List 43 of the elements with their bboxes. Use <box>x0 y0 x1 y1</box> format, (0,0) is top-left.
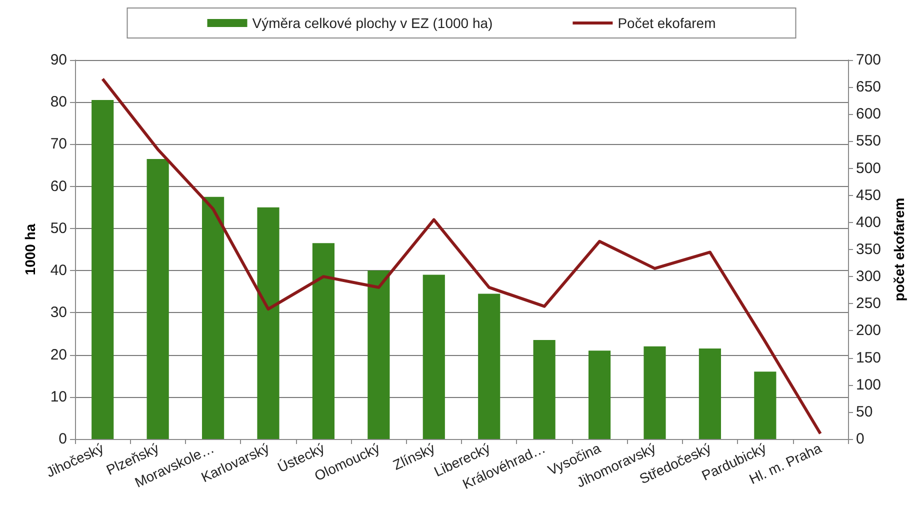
y-tick-label: 40 <box>50 262 67 280</box>
y2-tick-label: 650 <box>856 78 882 96</box>
y2-tick-label: 400 <box>856 214 882 231</box>
y2-tick-label: 450 <box>856 186 882 204</box>
y-tick-label: 50 <box>50 220 67 237</box>
bar <box>202 196 224 439</box>
y-tick-label: 10 <box>50 388 67 406</box>
bar <box>368 270 390 439</box>
bar <box>644 346 666 439</box>
bar <box>698 348 722 439</box>
y2-tick-label: 0 <box>856 430 864 448</box>
bar <box>588 350 611 439</box>
y2-tick-label: 300 <box>856 268 882 286</box>
bar <box>422 274 445 439</box>
y2-tick-label: 600 <box>856 106 882 123</box>
y2-tick-label: 100 <box>856 376 882 394</box>
bar <box>312 243 335 439</box>
bar <box>257 207 280 439</box>
y2-tick-label: 350 <box>856 241 882 258</box>
legend-label: Výměra celkové plochy v EZ (1000 ha) <box>252 15 493 31</box>
bar <box>754 372 776 439</box>
y2-tick-label: 550 <box>856 132 882 150</box>
bar <box>478 294 500 439</box>
line-series <box>101 77 822 436</box>
y2-axis-title: počet ekofarem <box>890 198 907 302</box>
y-tick-label: 20 <box>50 346 67 364</box>
y-tick-label: 90 <box>50 52 67 68</box>
y-tick-label: 0 <box>58 430 67 448</box>
y2-tick-label: 150 <box>856 349 882 366</box>
y-tick-label: 60 <box>50 178 67 195</box>
bar <box>92 100 114 439</box>
y2-tick-label: 700 <box>856 52 882 68</box>
legend-label: Počet ekofarem <box>618 15 716 31</box>
y2-tick-label: 500 <box>856 160 882 177</box>
y-tick-label: 30 <box>50 304 67 322</box>
bar <box>533 340 556 439</box>
bar <box>146 158 169 439</box>
y2-tick-label: 200 <box>856 322 882 340</box>
y2-tick-label: 250 <box>856 295 882 312</box>
y-tick-label: 70 <box>50 136 67 153</box>
y-tick-label: 80 <box>50 94 67 111</box>
y-axis-title: 1000 ha <box>22 224 38 276</box>
y2-tick-label: 50 <box>856 403 873 420</box>
